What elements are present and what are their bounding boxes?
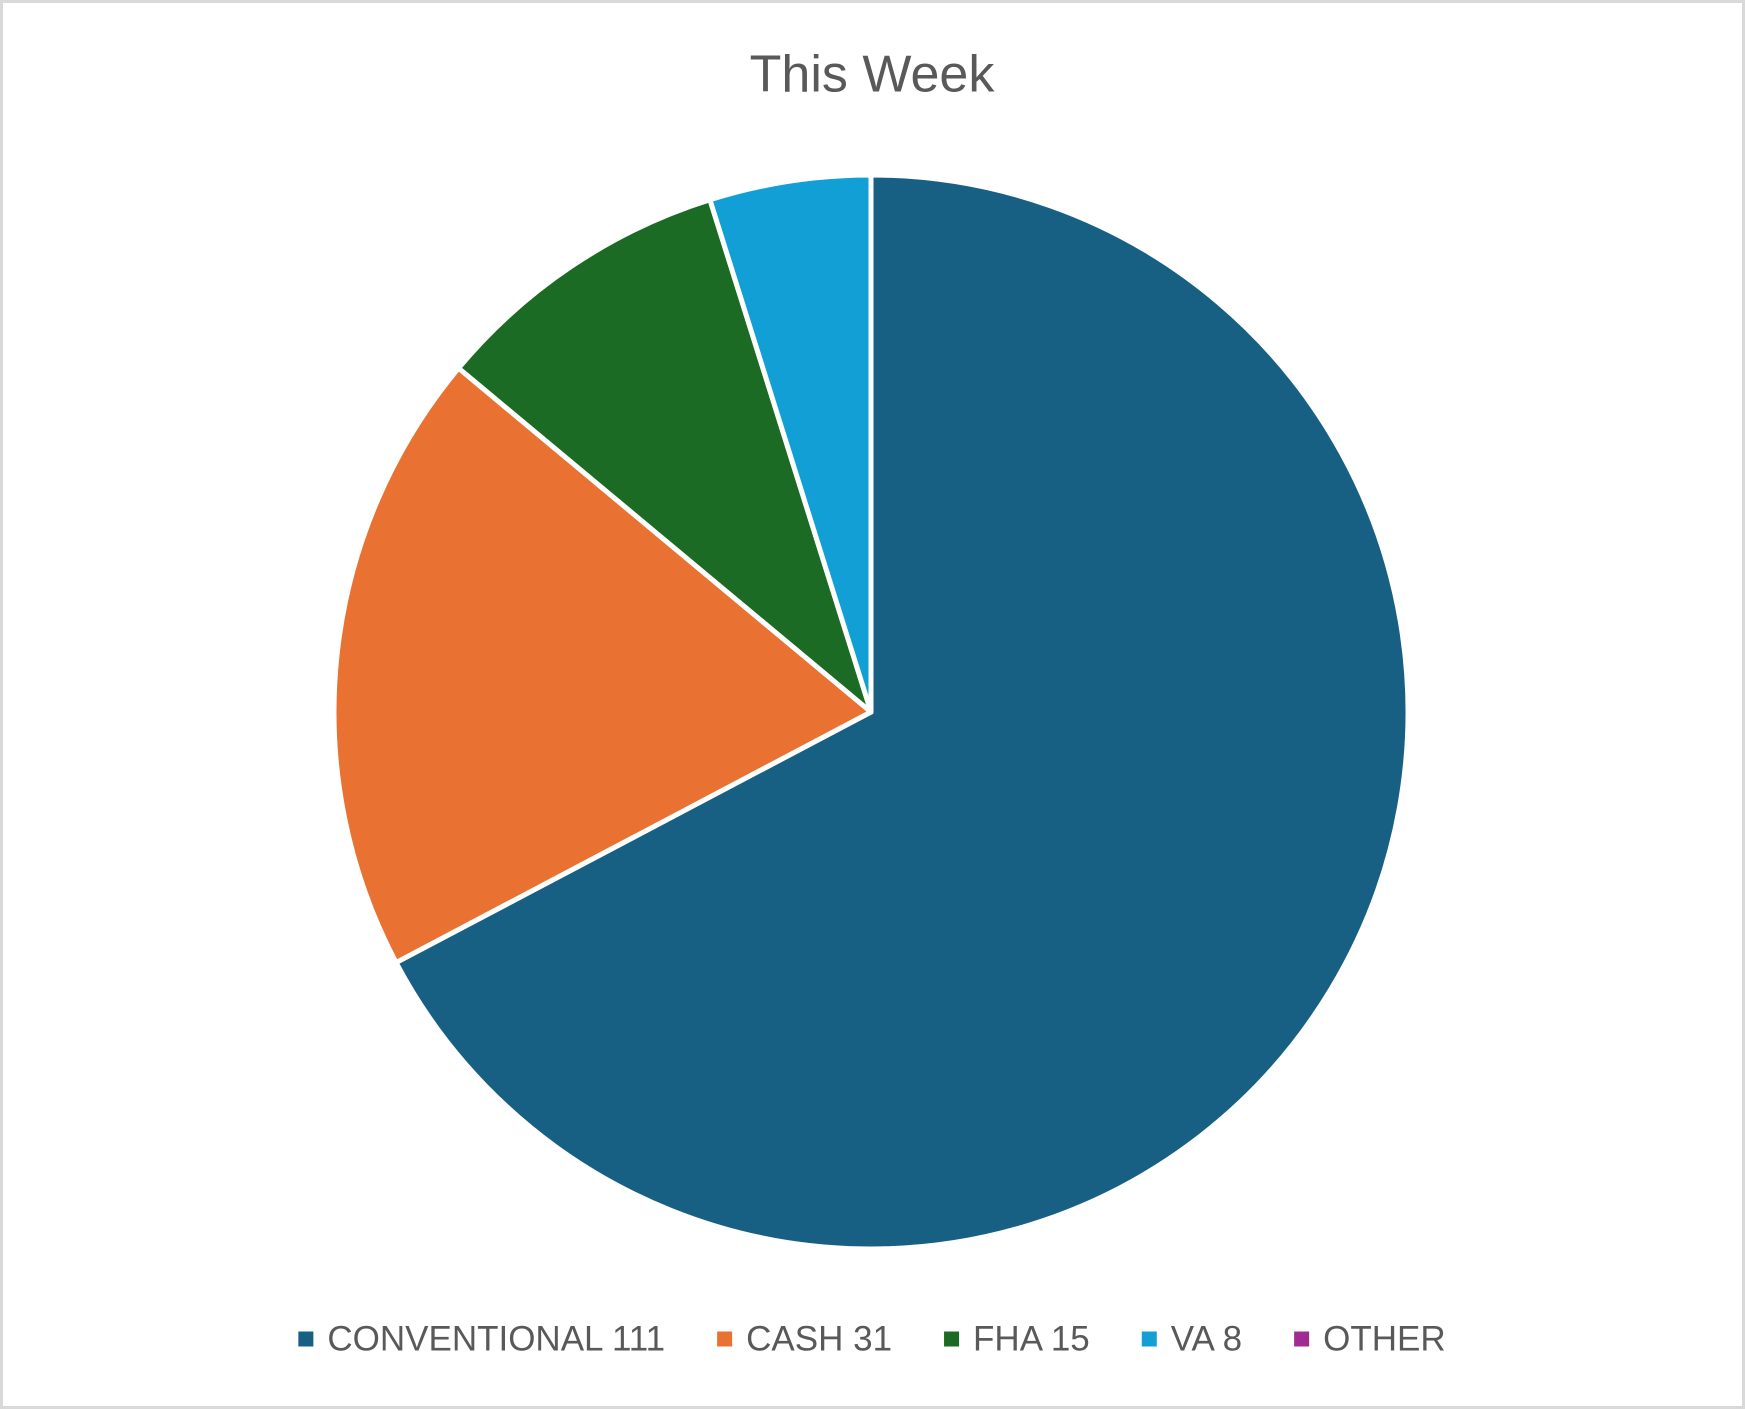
legend-label: OTHER [1323, 1319, 1446, 1358]
pie-slice [393, 172, 1411, 1252]
legend-label: CASH 31 [746, 1319, 892, 1358]
legend-label: CONVENTIONAL 111 [327, 1319, 665, 1358]
legend-swatch [1294, 1331, 1310, 1347]
legend-label: FHA 15 [973, 1319, 1090, 1358]
pie-slice [707, 172, 874, 715]
legend-swatch [298, 1331, 314, 1347]
legend-swatch [717, 1331, 733, 1347]
pie-slice [331, 365, 874, 966]
legend-label: VA 8 [1171, 1319, 1242, 1358]
legend-swatch [1141, 1331, 1157, 1347]
pie-slice [456, 197, 874, 715]
legend: CONVENTIONAL 111 CASH 31 FHA 15 VA 8 OTHER [298, 1319, 1446, 1358]
chart-title: This Week [750, 46, 996, 104]
legend-swatch [944, 1331, 960, 1347]
